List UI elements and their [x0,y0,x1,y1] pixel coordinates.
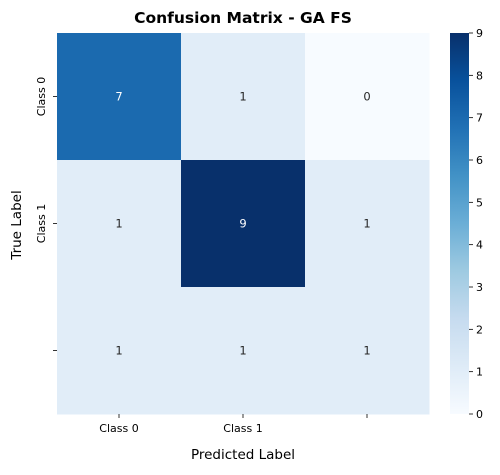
y-axis: Class 0 Class 1 [35,77,57,351]
colorbar-tick-label: 1 [476,366,483,379]
x-axis: Class 0 Class 1 [99,414,368,435]
x-axis-label: Predicted Label [191,447,295,463]
x-tick-label: Class 0 [99,422,138,435]
cell-value-label: 1 [363,344,370,358]
colorbar-tick-label: 6 [476,154,483,167]
y-tick-label: Class 0 [35,77,48,116]
colorbar-tick-label: 8 [476,69,483,82]
cell-value-label: 0 [363,90,370,104]
heatmap-cells [57,33,430,415]
colorbar-tick-label: 7 [476,112,483,125]
cell-value-label: 1 [115,217,122,231]
colorbar-tick-label: 3 [476,281,483,294]
y-axis-label: True Label [9,190,25,260]
heatmap-cell [305,287,430,415]
x-tick-label: Class 1 [223,422,262,435]
colorbar-tick-label: 5 [476,196,483,209]
heatmap-cell [305,160,430,288]
y-tick-label: Class 1 [35,204,48,243]
heatmap-cell [181,287,306,415]
heatmap-cell [305,33,430,161]
cell-value-label: 1 [239,90,246,104]
heatmap-cell [57,160,182,288]
colorbar [450,33,469,414]
cell-annotations: 7 1 0 1 9 1 1 1 1 [115,90,370,358]
chart-title: Confusion Matrix - GA FS [134,9,352,27]
cell-value-label: 1 [363,217,370,231]
heatmap-cell [57,287,182,415]
cell-value-label: 9 [239,217,246,231]
cell-value-label: 1 [115,344,122,358]
colorbar-tick-label: 9 [476,27,483,40]
cell-value-label: 1 [239,344,246,358]
colorbar-tick-label: 0 [476,408,483,421]
heatmap-cell [181,160,306,288]
cell-value-label: 7 [115,90,122,104]
heatmap-cell [57,33,182,161]
colorbar-axis: 0 1 2 3 4 5 6 7 8 9 [469,27,483,421]
colorbar-tick-label: 2 [476,323,483,336]
heatmap-cell [181,33,306,161]
colorbar-tick-label: 4 [476,239,483,252]
